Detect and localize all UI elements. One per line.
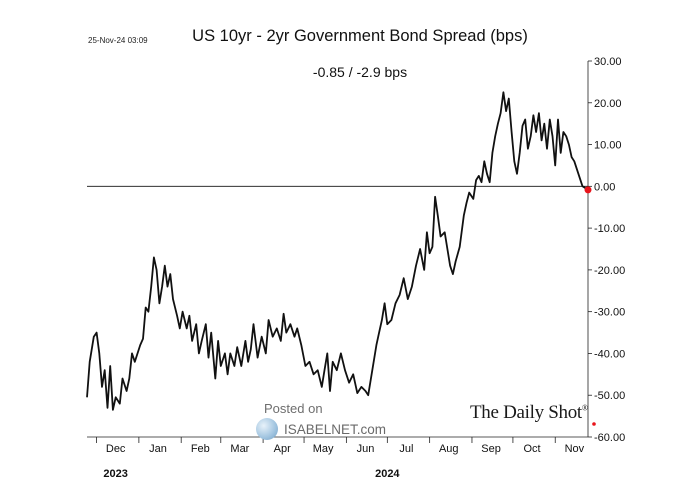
daily-shot-logo: The Daily Shot® — [470, 402, 588, 424]
x-tick-label: Jun — [357, 443, 375, 455]
y-tick-label: 0.00 — [594, 181, 615, 193]
registered-mark: ® — [581, 403, 588, 413]
x-tick-label: May — [313, 443, 334, 455]
x-tick-label: Feb — [191, 443, 210, 455]
chart-title: US 10yr - 2yr Government Bond Spread (bp… — [192, 27, 528, 45]
y-tick-label: 30.00 — [594, 56, 622, 68]
globe-icon — [256, 418, 278, 440]
x-tick-label: Apr — [274, 443, 291, 455]
isabelnet-watermark: Posted on ISABELNET.com — [256, 401, 386, 440]
x-tick-label: Jul — [399, 443, 413, 455]
y-tick-label: -30.00 — [594, 307, 625, 319]
x-tick-label: Mar — [230, 443, 249, 455]
y-tick-label: 20.00 — [594, 98, 622, 110]
x-tick-label: Dec — [106, 443, 126, 455]
series-line — [86, 91, 589, 411]
x-tick-label: Nov — [565, 443, 585, 455]
x-tick-label: Jan — [149, 443, 167, 455]
x-tick-label: Aug — [439, 443, 459, 455]
y-tick-label: -20.00 — [594, 265, 625, 277]
y-tick-label: 10.00 — [594, 140, 622, 152]
brand-name: The Daily Shot — [470, 402, 582, 423]
x-year-label: 2024 — [375, 468, 400, 480]
chart-timestamp: 25-Nov-24 03:09 — [88, 36, 148, 45]
y-tick-label: -50.00 — [594, 390, 625, 402]
x-tick-label: Oct — [523, 443, 540, 455]
x-year-label: 2023 — [103, 468, 127, 480]
y-tick-label: -40.00 — [594, 348, 625, 360]
y-tick-label: -10.00 — [594, 223, 625, 235]
y-tick-label: -60.00 — [594, 432, 625, 444]
watermark-posted-text: Posted on — [264, 401, 323, 416]
brand-dot — [592, 422, 596, 426]
chart-subtitle: -0.85 / -2.9 bps — [312, 64, 408, 80]
x-tick-label: Sep — [481, 443, 501, 455]
watermark-site-text: ISABELNET.com — [284, 421, 387, 437]
last-value-marker — [584, 186, 592, 194]
